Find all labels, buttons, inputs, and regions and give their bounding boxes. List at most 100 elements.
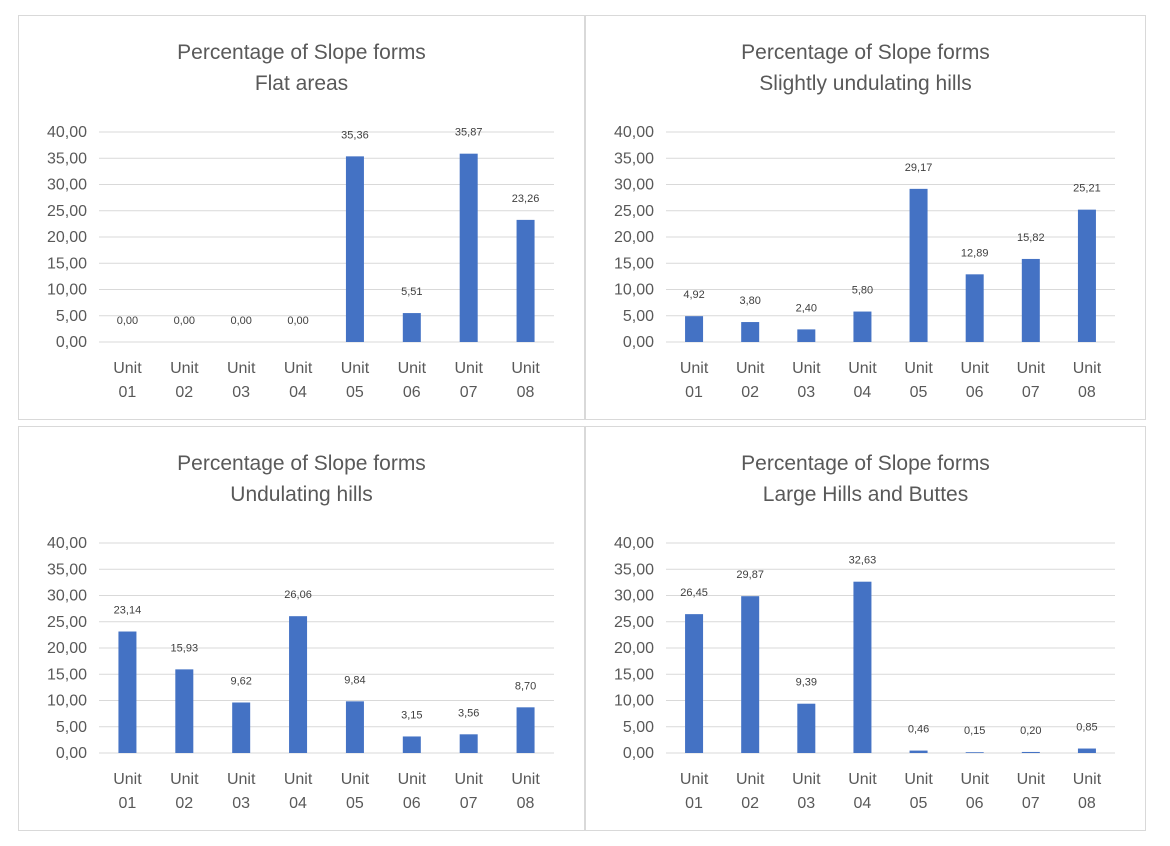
category-label: 02: [175, 384, 193, 401]
category-label: Unit: [960, 360, 989, 377]
data-label: 9,39: [796, 677, 817, 689]
category-label: 01: [119, 384, 137, 401]
category-label: Unit: [170, 360, 199, 377]
category-label: Unit: [511, 771, 540, 788]
bar: [175, 669, 194, 753]
chart-title-line: Undulating hills: [230, 483, 372, 506]
y-tick-label: 35,00: [614, 150, 654, 167]
category-label: Unit: [848, 771, 877, 788]
y-tick-label: 15,00: [47, 666, 87, 683]
bar: [459, 734, 478, 753]
bar: [685, 316, 704, 342]
data-label: 2,40: [796, 302, 817, 314]
category-label: Unit: [904, 771, 933, 788]
category-label: 01: [685, 384, 703, 401]
category-label: Unit: [170, 771, 199, 788]
y-tick-label: 10,00: [614, 693, 654, 710]
chart-title-line: Percentage of Slope forms: [741, 41, 990, 64]
bar: [741, 596, 760, 753]
category-label: Unit: [341, 360, 370, 377]
data-label: 0,00: [287, 315, 308, 327]
category-label: 04: [854, 384, 872, 401]
category-label: 05: [346, 795, 364, 812]
bar: [1021, 751, 1040, 753]
data-label: 23,26: [512, 193, 540, 205]
chart-svg: Percentage of Slope forms Slightly undula…: [614, 41, 1115, 401]
data-label: 3,56: [458, 707, 479, 719]
data-label: 0,00: [117, 315, 138, 327]
y-tick-label: 30,00: [47, 588, 87, 605]
chart-title-line: Flat areas: [255, 72, 348, 95]
category-label: Unit: [398, 360, 427, 377]
category-label: 05: [910, 384, 928, 401]
chart-panel-slightly-undulating-hills: Percentage of Slope forms Slightly undula…: [585, 15, 1146, 420]
y-tick-label: 15,00: [614, 666, 654, 683]
chart-title-line: Percentage of Slope forms: [177, 41, 426, 64]
data-label: 0,00: [174, 315, 195, 327]
y-tick-label: 25,00: [614, 203, 654, 220]
category-label: Unit: [511, 360, 540, 377]
y-tick-label: 5,00: [623, 719, 654, 736]
bar: [516, 707, 535, 753]
y-tick-label: 20,00: [47, 640, 87, 657]
y-tick-label: 5,00: [623, 308, 654, 325]
category-label: 05: [346, 384, 364, 401]
category-label: 01: [119, 795, 137, 812]
y-tick-label: 40,00: [614, 535, 654, 552]
y-tick-label: 15,00: [47, 255, 87, 272]
y-tick-label: 20,00: [47, 229, 87, 246]
category-label: Unit: [113, 771, 142, 788]
category-label: Unit: [227, 771, 256, 788]
chart-svg: Percentage of Slope forms Undulating hill…: [47, 452, 554, 812]
category-label: 04: [289, 795, 307, 812]
y-tick-label: 0,00: [56, 745, 87, 762]
bar: [965, 274, 984, 342]
data-label: 5,51: [401, 286, 422, 298]
chart-panel-large-hills-and-buttes: Percentage of Slope forms Large Hills and…: [585, 426, 1146, 831]
category-label: 01: [685, 795, 703, 812]
bar: [402, 736, 421, 753]
category-label: Unit: [454, 360, 483, 377]
category-label: 03: [797, 384, 815, 401]
category-label: Unit: [904, 360, 933, 377]
data-label: 23,14: [114, 605, 142, 617]
category-label: 06: [403, 384, 421, 401]
chart-title-line: Percentage of Slope forms: [177, 452, 426, 475]
category-label: 07: [1022, 795, 1040, 812]
category-label: Unit: [736, 771, 765, 788]
chart-title-line: Large Hills and Buttes: [763, 483, 968, 506]
bar: [345, 701, 364, 753]
y-tick-label: 10,00: [47, 693, 87, 710]
data-label: 26,45: [680, 587, 708, 599]
bar: [345, 156, 364, 342]
data-label: 35,87: [455, 127, 483, 139]
category-label: Unit: [680, 360, 709, 377]
chart-svg: Percentage of Slope forms Flat areas 0,00 5…: [47, 41, 554, 401]
data-label: 9,62: [230, 675, 251, 687]
category-label: Unit: [454, 771, 483, 788]
category-label: 02: [741, 795, 759, 812]
category-label: Unit: [1073, 360, 1102, 377]
bar: [909, 188, 928, 342]
category-label: Unit: [792, 771, 821, 788]
data-label: 35,36: [341, 129, 369, 141]
category-label: Unit: [1073, 771, 1102, 788]
category-label: 08: [1078, 795, 1096, 812]
bar: [741, 322, 760, 342]
y-tick-label: 25,00: [614, 614, 654, 631]
data-label: 4,92: [683, 289, 704, 301]
category-label: 02: [175, 795, 193, 812]
y-tick-label: 0,00: [623, 745, 654, 762]
category-label: 06: [966, 795, 984, 812]
data-label: 3,15: [401, 709, 422, 721]
data-label: 0,00: [230, 315, 251, 327]
y-tick-label: 25,00: [47, 614, 87, 631]
category-label: Unit: [227, 360, 256, 377]
category-label: 08: [517, 384, 535, 401]
category-label: Unit: [792, 360, 821, 377]
category-label: Unit: [341, 771, 370, 788]
category-label: 04: [854, 795, 872, 812]
data-label: 0,15: [964, 725, 985, 737]
data-label: 32,63: [849, 555, 877, 567]
y-tick-label: 30,00: [614, 588, 654, 605]
